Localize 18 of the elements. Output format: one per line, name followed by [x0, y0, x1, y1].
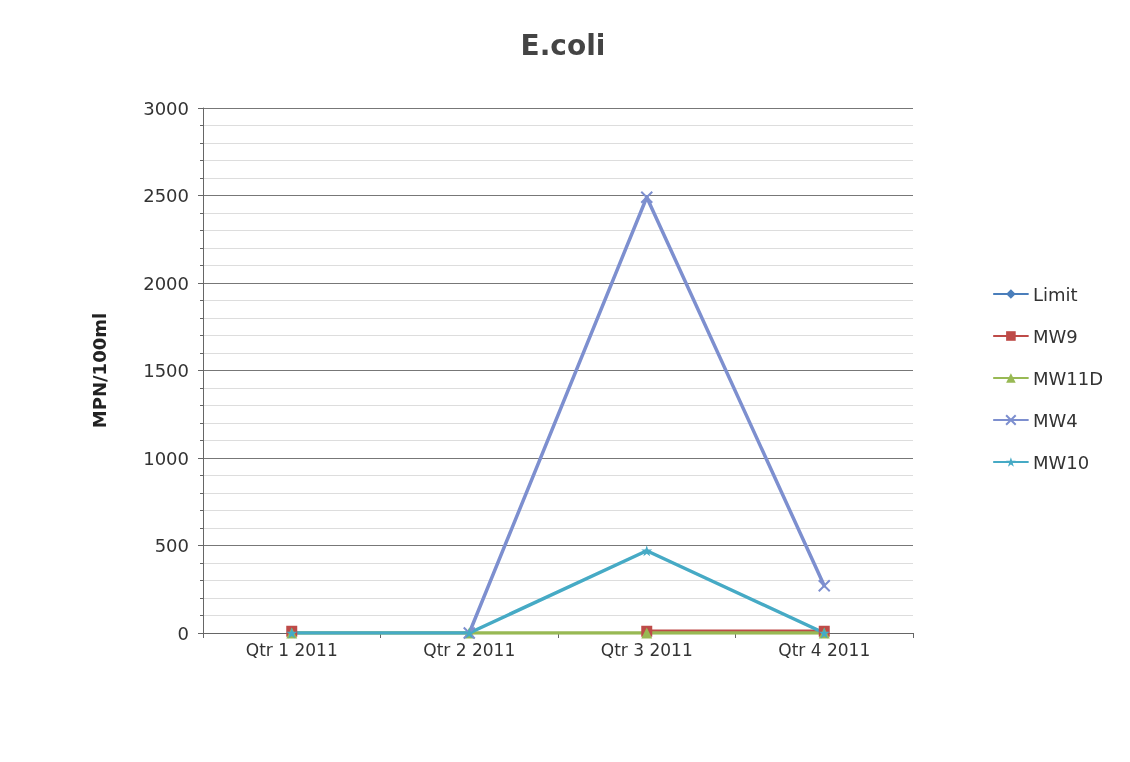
x-tick-label: Qtr 1 2011: [245, 639, 338, 660]
y-tick-label: 2500: [143, 185, 189, 206]
y-tick-label: 500: [154, 535, 189, 556]
legend-label: Limit: [1032, 283, 1078, 305]
legend-label: MW4: [1032, 409, 1078, 431]
y-tick-label: 1000: [143, 447, 189, 469]
y-axis-title: MPN/100ml: [88, 312, 110, 429]
x-tick-label: Qtr 4 2011: [778, 639, 871, 660]
y-tick-label: 1500: [143, 360, 189, 381]
legend-label: MW10: [1032, 451, 1090, 473]
legend-label: MW11D: [1032, 367, 1103, 389]
y-tick-label: 2000: [143, 272, 189, 294]
x-tick-label: Qtr 2 2011: [423, 639, 516, 660]
y-tick-label: 0: [177, 622, 189, 644]
x-tick-label: Qtr 3 2011: [600, 639, 693, 660]
chart-title: E.coli: [520, 28, 606, 62]
legend-label: MW9: [1032, 325, 1078, 347]
y-tick-label: 3000: [143, 97, 189, 119]
